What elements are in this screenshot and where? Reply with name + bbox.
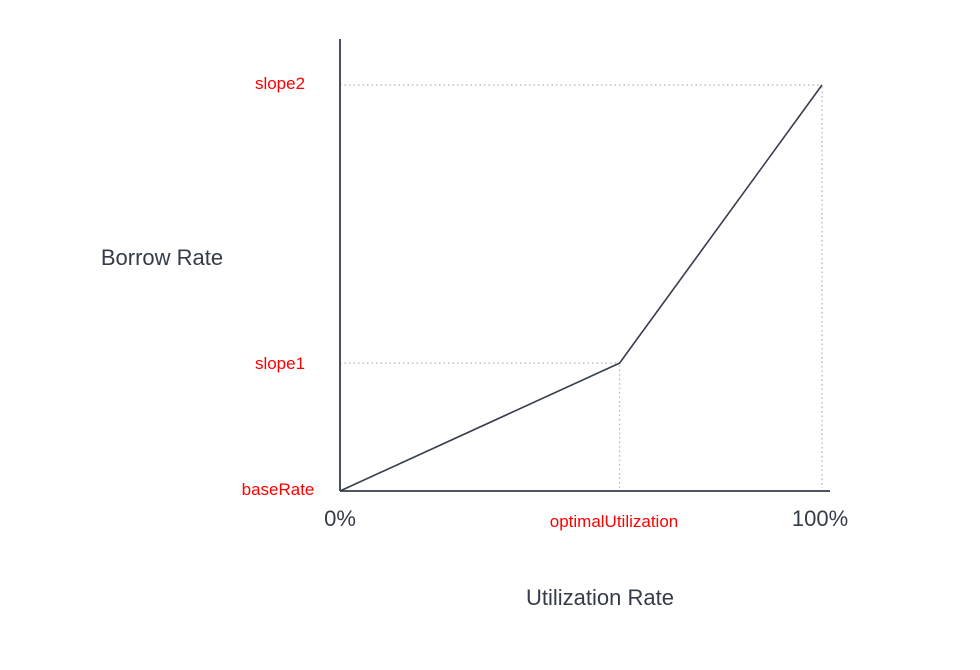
y-axis-title: Borrow Rate	[100, 245, 224, 270]
x-tick-label-optimal-utilization: optimalUtilization	[549, 512, 679, 531]
y-tick-label-slope1: slope1	[254, 354, 306, 373]
borrow-rate-curve	[339, 84, 823, 492]
x-axis-title: Utilization Rate	[526, 585, 674, 610]
x-tick-label-100: 100%	[791, 506, 849, 531]
y-tick-label-slope2: slope2	[254, 74, 306, 93]
x-tick-label-0: 0%	[324, 506, 356, 531]
y-tick-label-baserate: baseRate	[241, 480, 315, 499]
